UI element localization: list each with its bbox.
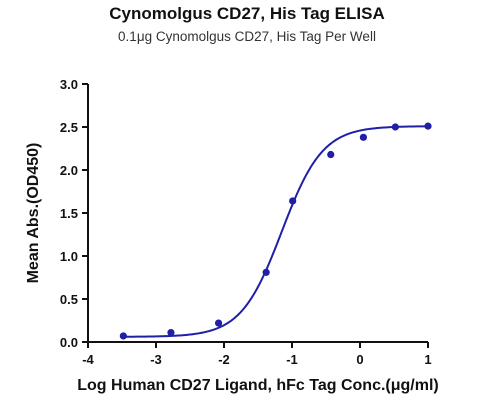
x-tick-label: -2 xyxy=(218,352,230,367)
data-point xyxy=(167,328,175,337)
plot-area: -4 -3 -2 -1 0 1 0.0 0.5 1.0 1.5 2.0 2.5 3.0 xyxy=(60,77,432,367)
y-axis-label: Mean Abs.(OD450) xyxy=(25,143,42,284)
y-tick-label: 0.0 xyxy=(60,335,78,350)
x-tick-label: -1 xyxy=(286,352,298,367)
data-point xyxy=(262,268,270,276)
x-tick-label: -4 xyxy=(82,352,94,367)
chart-title: Cynomolgus CD27, His Tag ELISA xyxy=(109,4,385,23)
x-tick-label: 1 xyxy=(424,352,431,367)
data-point xyxy=(327,150,335,159)
data-point xyxy=(359,133,367,141)
data-point xyxy=(214,319,223,327)
y-tick-label: 2.5 xyxy=(60,120,78,135)
fit-curve xyxy=(123,125,429,338)
y-tick-label: 1.0 xyxy=(60,249,78,264)
y-tick-label: 3.0 xyxy=(60,77,78,92)
y-tick-label: 0.5 xyxy=(60,292,78,307)
x-tick-label: -3 xyxy=(150,352,162,367)
y-tick-label: 2.0 xyxy=(60,163,78,178)
x-axis-label: Log Human CD27 Ligand, hFc Tag Conc.(μg/… xyxy=(77,377,439,394)
data-point xyxy=(119,332,127,340)
y-tick-label: 1.5 xyxy=(60,206,78,221)
data-point xyxy=(289,197,297,205)
data-point xyxy=(424,122,432,130)
data-point xyxy=(391,123,399,131)
chart-subtitle: 0.1μg Cynomolgus CD27, His Tag Per Well xyxy=(118,29,376,44)
x-tick-label: 0 xyxy=(356,352,363,367)
